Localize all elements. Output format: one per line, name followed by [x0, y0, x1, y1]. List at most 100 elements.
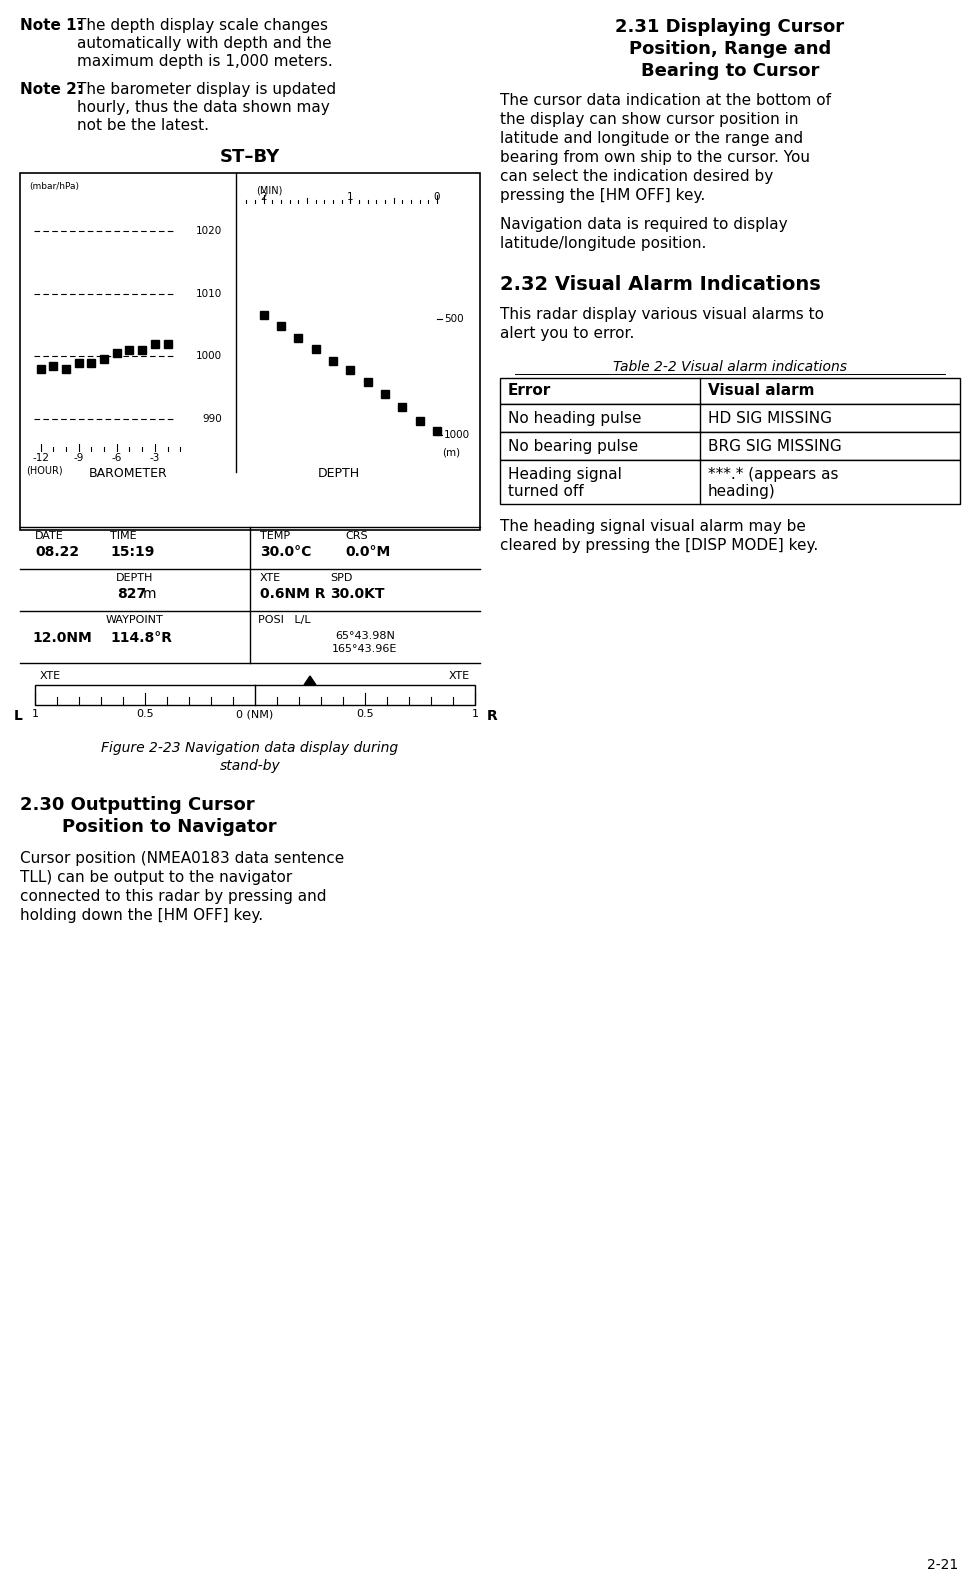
Text: -6: -6: [111, 452, 122, 463]
Bar: [294, 334, 302, 342]
Text: 990: 990: [202, 414, 222, 424]
Bar: [346, 366, 354, 375]
Bar: [125, 347, 133, 355]
Bar: [100, 355, 108, 364]
Text: turned off: turned off: [508, 484, 583, 500]
Text: can select the indication desired by: can select the indication desired by: [500, 169, 773, 184]
Text: -9: -9: [73, 452, 84, 463]
Text: L: L: [14, 709, 22, 723]
Text: CRS: CRS: [344, 531, 368, 541]
Text: This radar display various visual alarms to: This radar display various visual alarms…: [500, 307, 823, 322]
Text: Figure 2-23 Navigation data display during: Figure 2-23 Navigation data display duri…: [102, 741, 398, 755]
Text: 2.32 Visual Alarm Indications: 2.32 Visual Alarm Indications: [500, 274, 820, 295]
Text: Error: Error: [508, 383, 551, 399]
Bar: [35, 686, 474, 704]
Text: Note 1:: Note 1:: [20, 17, 83, 33]
Bar: [74, 358, 83, 367]
Text: TIME: TIME: [110, 531, 137, 541]
Text: Bearing to Cursor: Bearing to Cursor: [641, 61, 819, 80]
Text: No heading pulse: No heading pulse: [508, 411, 641, 426]
Text: (m): (m): [441, 448, 460, 457]
Text: -3: -3: [150, 452, 159, 463]
Text: cleared by pressing the [DISP MODE] key.: cleared by pressing the [DISP MODE] key.: [500, 537, 818, 553]
Text: ***.* (appears as: ***.* (appears as: [707, 466, 837, 482]
Text: Note 2:: Note 2:: [20, 82, 83, 98]
Text: 30.0°C: 30.0°C: [260, 545, 311, 559]
Text: 0.5: 0.5: [136, 709, 154, 719]
Text: BAROMETER: BAROMETER: [89, 466, 167, 481]
Text: TEMP: TEMP: [260, 531, 289, 541]
Text: The depth display scale changes: The depth display scale changes: [77, 17, 328, 33]
Text: heading): heading): [707, 484, 775, 500]
Text: 0.0°M: 0.0°M: [344, 545, 390, 559]
Text: 827: 827: [117, 586, 146, 600]
Bar: [311, 345, 319, 353]
Text: XTE: XTE: [260, 574, 281, 583]
Text: Cursor position (NMEA0183 data sentence: Cursor position (NMEA0183 data sentence: [20, 851, 344, 865]
Text: The heading signal visual alarm may be: The heading signal visual alarm may be: [500, 519, 805, 534]
Text: No bearing pulse: No bearing pulse: [508, 440, 638, 454]
Text: 114.8°R: 114.8°R: [110, 630, 172, 645]
Bar: [500, 403, 959, 432]
Bar: [329, 358, 336, 366]
Bar: [112, 350, 120, 358]
Bar: [138, 347, 146, 355]
Bar: [49, 361, 58, 370]
Bar: [500, 460, 959, 504]
Text: SPD: SPD: [330, 574, 352, 583]
Text: DEPTH: DEPTH: [116, 574, 154, 583]
Bar: [277, 322, 285, 329]
Text: (mbar/hPa): (mbar/hPa): [29, 181, 79, 191]
Bar: [87, 358, 95, 367]
Text: 15:19: 15:19: [110, 545, 155, 559]
Bar: [62, 364, 70, 374]
Text: DEPTH: DEPTH: [318, 466, 360, 481]
Text: not be the latest.: not be the latest.: [77, 118, 208, 132]
Bar: [20, 173, 479, 530]
Text: m: m: [143, 586, 156, 600]
Text: 1020: 1020: [196, 227, 222, 236]
Text: 0: 0: [433, 192, 440, 202]
Text: 1010: 1010: [196, 288, 222, 299]
Text: XTE: XTE: [40, 671, 61, 681]
Bar: [398, 403, 406, 411]
Text: 30.0KT: 30.0KT: [330, 586, 384, 600]
Text: 08.22: 08.22: [35, 545, 79, 559]
Text: maximum depth is 1,000 meters.: maximum depth is 1,000 meters.: [77, 54, 333, 69]
Bar: [363, 378, 372, 386]
Text: 1000: 1000: [196, 351, 222, 361]
Text: POSI   L/L: POSI L/L: [258, 615, 310, 626]
Text: The barometer display is updated: The barometer display is updated: [77, 82, 335, 98]
Text: 0.6NM R: 0.6NM R: [260, 586, 325, 600]
Text: (MIN): (MIN): [256, 184, 283, 195]
Text: Position, Range and: Position, Range and: [628, 39, 830, 58]
Text: ST–BY: ST–BY: [220, 148, 280, 165]
Text: Navigation data is required to display: Navigation data is required to display: [500, 217, 787, 232]
Bar: [500, 378, 959, 403]
Text: automatically with depth and the: automatically with depth and the: [77, 36, 332, 50]
Text: connected to this radar by pressing and: connected to this radar by pressing and: [20, 889, 327, 905]
Bar: [380, 389, 388, 397]
Text: R: R: [486, 709, 497, 723]
Text: 165°43.96E: 165°43.96E: [332, 645, 397, 654]
Bar: [151, 340, 158, 348]
Polygon shape: [304, 676, 316, 686]
Text: 2.30 Outputting Cursor: 2.30 Outputting Cursor: [20, 796, 254, 813]
Text: The cursor data indication at the bottom of: The cursor data indication at the bottom…: [500, 93, 830, 109]
Text: alert you to error.: alert you to error.: [500, 326, 634, 340]
Text: 500: 500: [444, 314, 464, 325]
Text: stand-by: stand-by: [219, 760, 280, 772]
Text: 1: 1: [31, 709, 38, 719]
Bar: [36, 364, 45, 374]
Bar: [432, 427, 440, 435]
Text: XTE: XTE: [449, 671, 469, 681]
Text: BRG SIG MISSING: BRG SIG MISSING: [707, 440, 841, 454]
Text: pressing the [HM OFF] key.: pressing the [HM OFF] key.: [500, 188, 704, 203]
Text: TLL) can be output to the navigator: TLL) can be output to the navigator: [20, 870, 292, 886]
Text: Visual alarm: Visual alarm: [707, 383, 814, 399]
Text: WAYPOINT: WAYPOINT: [106, 615, 163, 626]
Text: hourly, thus the data shown may: hourly, thus the data shown may: [77, 99, 330, 115]
Text: Position to Navigator: Position to Navigator: [62, 818, 277, 835]
Text: 2-21: 2-21: [926, 1559, 957, 1571]
Text: -12: -12: [32, 452, 49, 463]
